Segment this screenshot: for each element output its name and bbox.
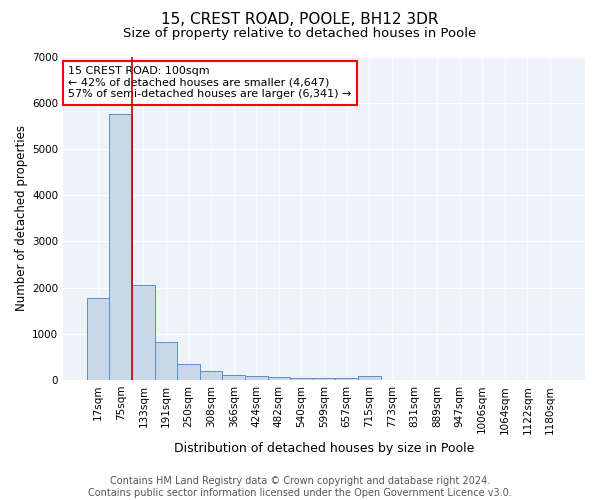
- Bar: [155, 342, 177, 380]
- Bar: [313, 378, 335, 380]
- Bar: [268, 377, 290, 380]
- Y-axis label: Number of detached properties: Number of detached properties: [15, 126, 28, 312]
- Text: 15 CREST ROAD: 100sqm
← 42% of detached houses are smaller (4,647)
57% of semi-d: 15 CREST ROAD: 100sqm ← 42% of detached …: [68, 66, 352, 100]
- Text: Contains HM Land Registry data © Crown copyright and database right 2024.
Contai: Contains HM Land Registry data © Crown c…: [88, 476, 512, 498]
- Bar: [177, 364, 200, 380]
- Bar: [290, 378, 313, 380]
- X-axis label: Distribution of detached houses by size in Poole: Distribution of detached houses by size …: [174, 442, 474, 455]
- Bar: [109, 114, 132, 380]
- Bar: [223, 375, 245, 380]
- Bar: [200, 371, 223, 380]
- Bar: [87, 298, 109, 380]
- Bar: [245, 376, 268, 380]
- Text: Size of property relative to detached houses in Poole: Size of property relative to detached ho…: [124, 28, 476, 40]
- Text: 15, CREST ROAD, POOLE, BH12 3DR: 15, CREST ROAD, POOLE, BH12 3DR: [161, 12, 439, 28]
- Bar: [358, 376, 380, 380]
- Bar: [335, 378, 358, 380]
- Bar: [132, 286, 155, 380]
